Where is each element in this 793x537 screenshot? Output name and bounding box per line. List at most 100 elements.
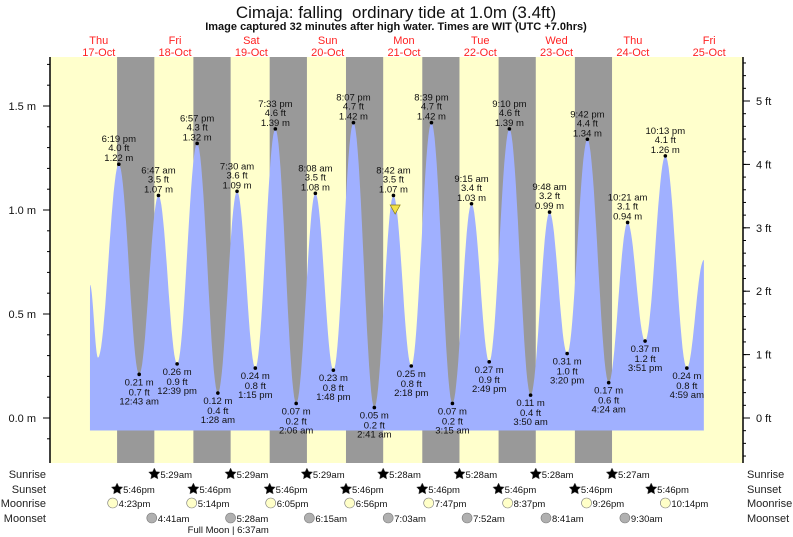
day-date: 25-Oct: [693, 47, 726, 59]
tide-height-ft: 3.1 ft: [617, 201, 638, 212]
tide-height-m: 1.08 m: [301, 182, 330, 193]
tide-height-m: 1.34 m: [573, 128, 602, 139]
tide-height-m: 0.24 m: [672, 371, 701, 382]
y-tick-label-m: 1.0 m: [8, 205, 36, 217]
tide-height-ft: 4.6 ft: [265, 108, 286, 119]
tide-height-m: 0.05 m: [360, 411, 389, 422]
tide-height-m: 0.26 m: [163, 367, 192, 378]
tide-time: 6:19 pm: [102, 134, 136, 145]
moonset-time: 7:03am: [394, 514, 426, 525]
day-name: Sat: [243, 35, 260, 47]
tide-point-low: [253, 366, 258, 370]
y-tick-label-ft: 1 ft: [756, 350, 771, 362]
sun-moon-rows: Sunrise Sunrise 5:29am 5:29am 5:29am 5:28am 5:…: [1, 467, 792, 536]
tide-height-m: 0.37 m: [631, 344, 660, 355]
tide-point-high: [663, 154, 668, 158]
tide-height-ft: 4.7 ft: [343, 102, 364, 113]
sunrise-time: 5:29am: [160, 470, 192, 481]
sunrise-row-label-right: Sunrise: [747, 469, 784, 481]
day-date: 19-Oct: [235, 47, 268, 59]
tide-height-ft: 0.8 ft: [401, 379, 422, 390]
tide-point-high: [585, 137, 590, 142]
tide-height-m: 0.94 m: [613, 211, 642, 222]
moonset-time: 7:52am: [473, 514, 505, 525]
current-tide-marker: [389, 204, 401, 215]
tide-time: 8:07 pm: [336, 93, 370, 104]
day-date: 18-Oct: [159, 47, 192, 59]
day-name: Mon: [393, 35, 414, 47]
tide-point-low: [409, 364, 414, 368]
tide-height-m: 1.07 m: [379, 184, 408, 195]
tide-point-high: [156, 193, 161, 198]
moonset-moon-icon: [382, 512, 394, 524]
moonset-time: 6:15am: [315, 514, 347, 525]
tide-point-low: [685, 366, 689, 370]
sunrise-star-icon: [453, 467, 466, 480]
moonrise-row-label: Moonrise: [1, 498, 46, 510]
day-date: 17-Oct: [82, 47, 115, 59]
tide-height-m: 1.32 m: [183, 132, 212, 143]
tide-time: 8:08 am: [298, 163, 332, 174]
moonrise-time: 7:47pm: [435, 499, 467, 510]
moonrise-time: 5:14pm: [198, 499, 230, 510]
tide-height-ft: 1.2 ft: [635, 354, 656, 365]
tide-time: 9:42 pm: [570, 109, 604, 120]
tide-height-ft: 4.4 ft: [577, 118, 598, 129]
day-date: 21-Oct: [387, 47, 420, 59]
tide-height-ft: 0.8 ft: [676, 381, 697, 392]
day-date: 22-Oct: [464, 47, 497, 59]
tide-height-ft: 0.2 ft: [442, 416, 463, 427]
sunset-time: 5:46pm: [352, 485, 384, 496]
tide-point-high: [195, 141, 199, 146]
sunrise-star-icon: [224, 467, 237, 480]
tide-height-m: 0.07 m: [282, 406, 311, 417]
tide-time: 9:10 pm: [492, 99, 526, 110]
tide-time: 6:47 am: [141, 165, 175, 176]
moonrise-time: 6:05pm: [277, 499, 309, 510]
tide-time: 3:15 am: [435, 425, 469, 436]
sunset-row-label-right: Sunset: [747, 484, 781, 496]
sunrise-time: 5:28am: [389, 470, 421, 481]
sunset-star-icon: [339, 482, 353, 495]
tide-time: 7:30 am: [220, 161, 254, 172]
sunrise-star-icon: [300, 467, 314, 480]
tide-point-low: [331, 368, 336, 372]
day-date: 23-Oct: [540, 47, 573, 59]
day-date: 20-Oct: [311, 47, 344, 59]
tide-height-ft: 4.3 ft: [187, 122, 208, 133]
tide-height-m: 1.39 m: [261, 118, 290, 129]
tide-height-m: 1.22 m: [104, 153, 133, 164]
tide-height-ft: 4.7 ft: [421, 102, 442, 113]
tide-point-low: [294, 401, 298, 406]
tide-height-ft: 0.7 ft: [129, 387, 150, 398]
tide-point-low: [450, 401, 455, 406]
y-tick-label-ft: 0 ft: [756, 413, 771, 425]
tide-point-high: [273, 127, 278, 131]
tide-point-low: [372, 405, 377, 410]
sunrise-time: 5:29am: [237, 470, 269, 481]
sunrise-star-icon: [529, 467, 543, 480]
sunset-star-icon: [110, 482, 124, 495]
tide-height-ft: 3.2 ft: [539, 191, 560, 202]
moonrise-moon-icon: [186, 497, 197, 509]
tide-height-ft: 4.0 ft: [108, 143, 129, 154]
tide-height-ft: 3.5 ft: [305, 172, 326, 183]
y-tick-label-ft: 5 ft: [756, 96, 771, 108]
tide-height-ft: 0.6 ft: [598, 396, 619, 407]
sunset-time: 5:46pm: [123, 485, 155, 496]
sunset-time: 5:46pm: [199, 485, 231, 496]
moonset-time: 9:30am: [631, 514, 663, 525]
sunrise-time: 5:29am: [313, 470, 345, 481]
sunrise-time: 5:28am: [465, 470, 497, 481]
moonset-moon-icon: [619, 512, 631, 524]
day-name: Thu: [89, 35, 108, 47]
y-tick-label-ft: 3 ft: [756, 223, 771, 235]
tide-time: 4:59 am: [670, 390, 704, 401]
tide-point-high: [469, 201, 474, 206]
moonrise-time: 9:26pm: [593, 499, 625, 510]
tide-time: 9:48 am: [532, 182, 566, 193]
tide-time: 12:39 pm: [157, 386, 197, 397]
sunrise-time: 5:27am: [618, 470, 650, 481]
tide-height-ft: 0.9 ft: [167, 377, 188, 388]
